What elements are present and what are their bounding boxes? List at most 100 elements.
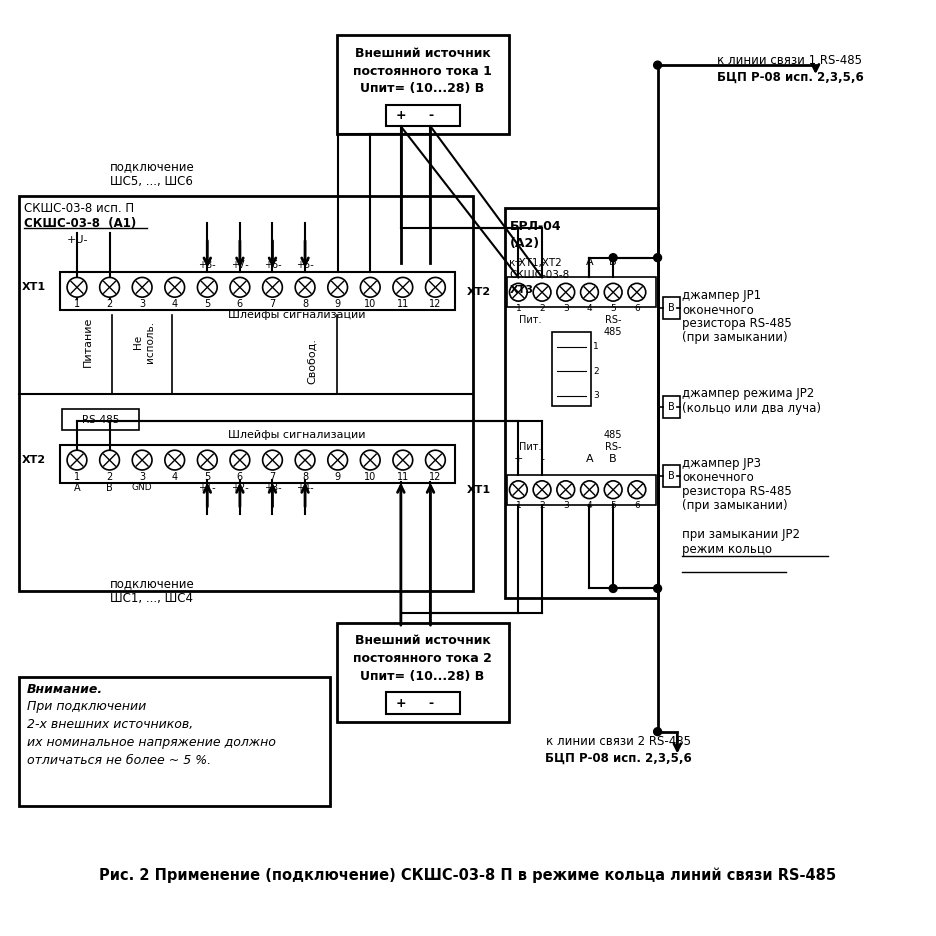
Circle shape — [263, 277, 283, 297]
Text: 5: 5 — [610, 303, 616, 313]
Text: к линии связи 2 RS-485: к линии связи 2 RS-485 — [546, 735, 691, 748]
Text: 1: 1 — [74, 300, 80, 309]
Circle shape — [509, 481, 527, 499]
Bar — [386, 105, 461, 126]
Circle shape — [609, 584, 617, 592]
Text: 2: 2 — [107, 472, 112, 482]
Text: 2-х внешних источников,: 2-х внешних источников, — [26, 718, 193, 731]
Bar — [663, 396, 680, 417]
Text: +8-: +8- — [198, 259, 216, 270]
Text: 8: 8 — [302, 472, 308, 482]
Circle shape — [328, 277, 347, 297]
Text: ШС1, ..., ШС4: ШС1, ..., ШС4 — [110, 592, 193, 605]
Text: Пит.: Пит. — [519, 314, 541, 325]
Text: Шлейфы сигнализации: Шлейфы сигнализации — [228, 431, 366, 441]
Text: джампер режима JP2: джампер режима JP2 — [682, 388, 814, 401]
Circle shape — [328, 450, 347, 470]
Text: 4: 4 — [587, 303, 592, 313]
Text: +4-: +4- — [297, 483, 314, 492]
Text: 1: 1 — [74, 472, 80, 482]
Circle shape — [67, 450, 87, 470]
Circle shape — [580, 284, 598, 301]
Text: 12: 12 — [430, 472, 442, 482]
Circle shape — [230, 450, 250, 470]
Text: GND: GND — [132, 483, 153, 492]
Text: 3: 3 — [593, 391, 599, 401]
Bar — [19, 678, 329, 806]
Text: ШС5, ..., ШС6: ШС5, ..., ШС6 — [110, 175, 193, 188]
Circle shape — [165, 450, 184, 470]
Text: при замыкании JP2: при замыкании JP2 — [682, 528, 800, 541]
Bar — [62, 409, 139, 431]
Text: 1: 1 — [593, 342, 599, 351]
Circle shape — [360, 450, 380, 470]
Text: 12: 12 — [430, 300, 442, 309]
Text: +: + — [514, 454, 523, 464]
Bar — [663, 465, 680, 487]
Bar — [60, 272, 455, 310]
Text: B: B — [668, 303, 675, 313]
Text: режим кольцо: режим кольцо — [682, 544, 772, 557]
Text: оконечного: оконечного — [682, 303, 754, 316]
Circle shape — [534, 284, 551, 301]
Text: +3-: +3- — [264, 483, 282, 492]
Text: постоянного тока 2: постоянного тока 2 — [353, 652, 492, 665]
Text: Внимание.: Внимание. — [26, 682, 103, 695]
Bar — [60, 446, 455, 483]
Text: Пит.: Пит. — [519, 443, 541, 452]
Bar — [337, 36, 509, 134]
Text: XT1: XT1 — [467, 485, 491, 495]
Bar — [505, 209, 658, 598]
Circle shape — [99, 450, 120, 470]
Text: 3: 3 — [563, 303, 569, 313]
Text: (при замыкании): (при замыкании) — [682, 331, 788, 344]
Bar — [663, 297, 680, 319]
Text: 1: 1 — [516, 501, 521, 510]
Text: резистора RS-485: резистора RS-485 — [682, 317, 792, 330]
Circle shape — [360, 277, 380, 297]
Text: 3: 3 — [139, 472, 145, 482]
Text: B: B — [106, 483, 113, 492]
Text: B: B — [668, 402, 675, 412]
Circle shape — [628, 481, 646, 499]
Circle shape — [295, 277, 314, 297]
Text: XT2: XT2 — [467, 287, 491, 298]
Text: БРЛ-04: БРЛ-04 — [509, 220, 561, 232]
Text: 3: 3 — [139, 300, 145, 309]
Text: 2: 2 — [107, 300, 112, 309]
Bar — [506, 475, 655, 505]
Text: A: A — [586, 454, 593, 464]
Text: 6: 6 — [634, 501, 639, 510]
Text: 4: 4 — [171, 472, 178, 482]
Text: 6: 6 — [237, 472, 243, 482]
Circle shape — [609, 254, 617, 262]
Circle shape — [605, 481, 622, 499]
Text: (А2): (А2) — [509, 238, 539, 250]
Text: 4: 4 — [171, 300, 178, 309]
Text: СКШС-03-8  (А1): СКШС-03-8 (А1) — [23, 216, 136, 229]
Text: RS-: RS- — [605, 314, 622, 325]
Text: джампер JP1: джампер JP1 — [682, 288, 761, 301]
Text: -: - — [540, 256, 544, 267]
Text: +6-: +6- — [264, 259, 282, 270]
Text: -: - — [540, 454, 544, 464]
Text: Питание: Питание — [82, 316, 93, 367]
Text: B: B — [668, 471, 675, 481]
Text: 485: 485 — [604, 327, 622, 337]
Bar — [506, 277, 655, 307]
Text: 10: 10 — [364, 472, 376, 482]
Text: 7: 7 — [270, 300, 275, 309]
Text: XT2: XT2 — [22, 455, 46, 465]
Circle shape — [557, 284, 575, 301]
Text: Uпит= (10...28) В: Uпит= (10...28) В — [360, 82, 485, 95]
Text: 5: 5 — [610, 501, 616, 510]
Circle shape — [557, 481, 575, 499]
Text: 6: 6 — [237, 300, 243, 309]
Circle shape — [263, 450, 283, 470]
Text: XT3: XT3 — [509, 285, 534, 295]
Text: (при замыкании): (при замыкании) — [682, 499, 788, 512]
Circle shape — [580, 481, 598, 499]
Text: оконечного: оконечного — [682, 472, 754, 484]
Circle shape — [653, 61, 662, 69]
Circle shape — [99, 277, 120, 297]
